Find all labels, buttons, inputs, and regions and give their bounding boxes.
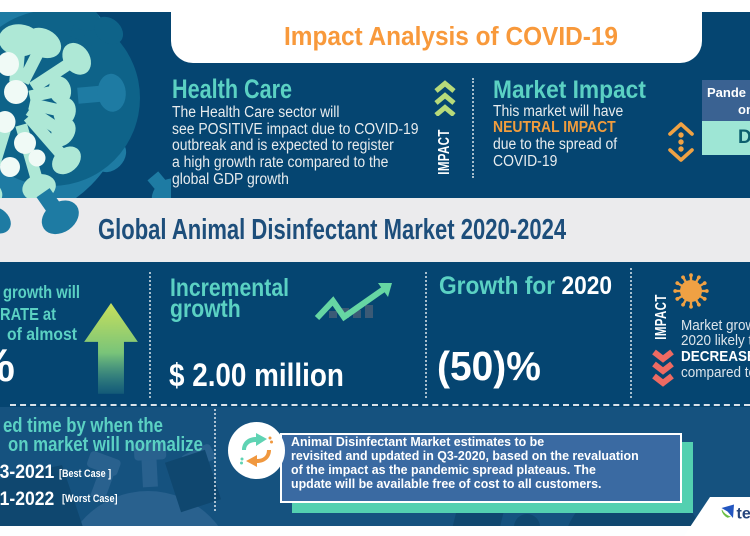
svg-text:te: te [737,506,750,523]
